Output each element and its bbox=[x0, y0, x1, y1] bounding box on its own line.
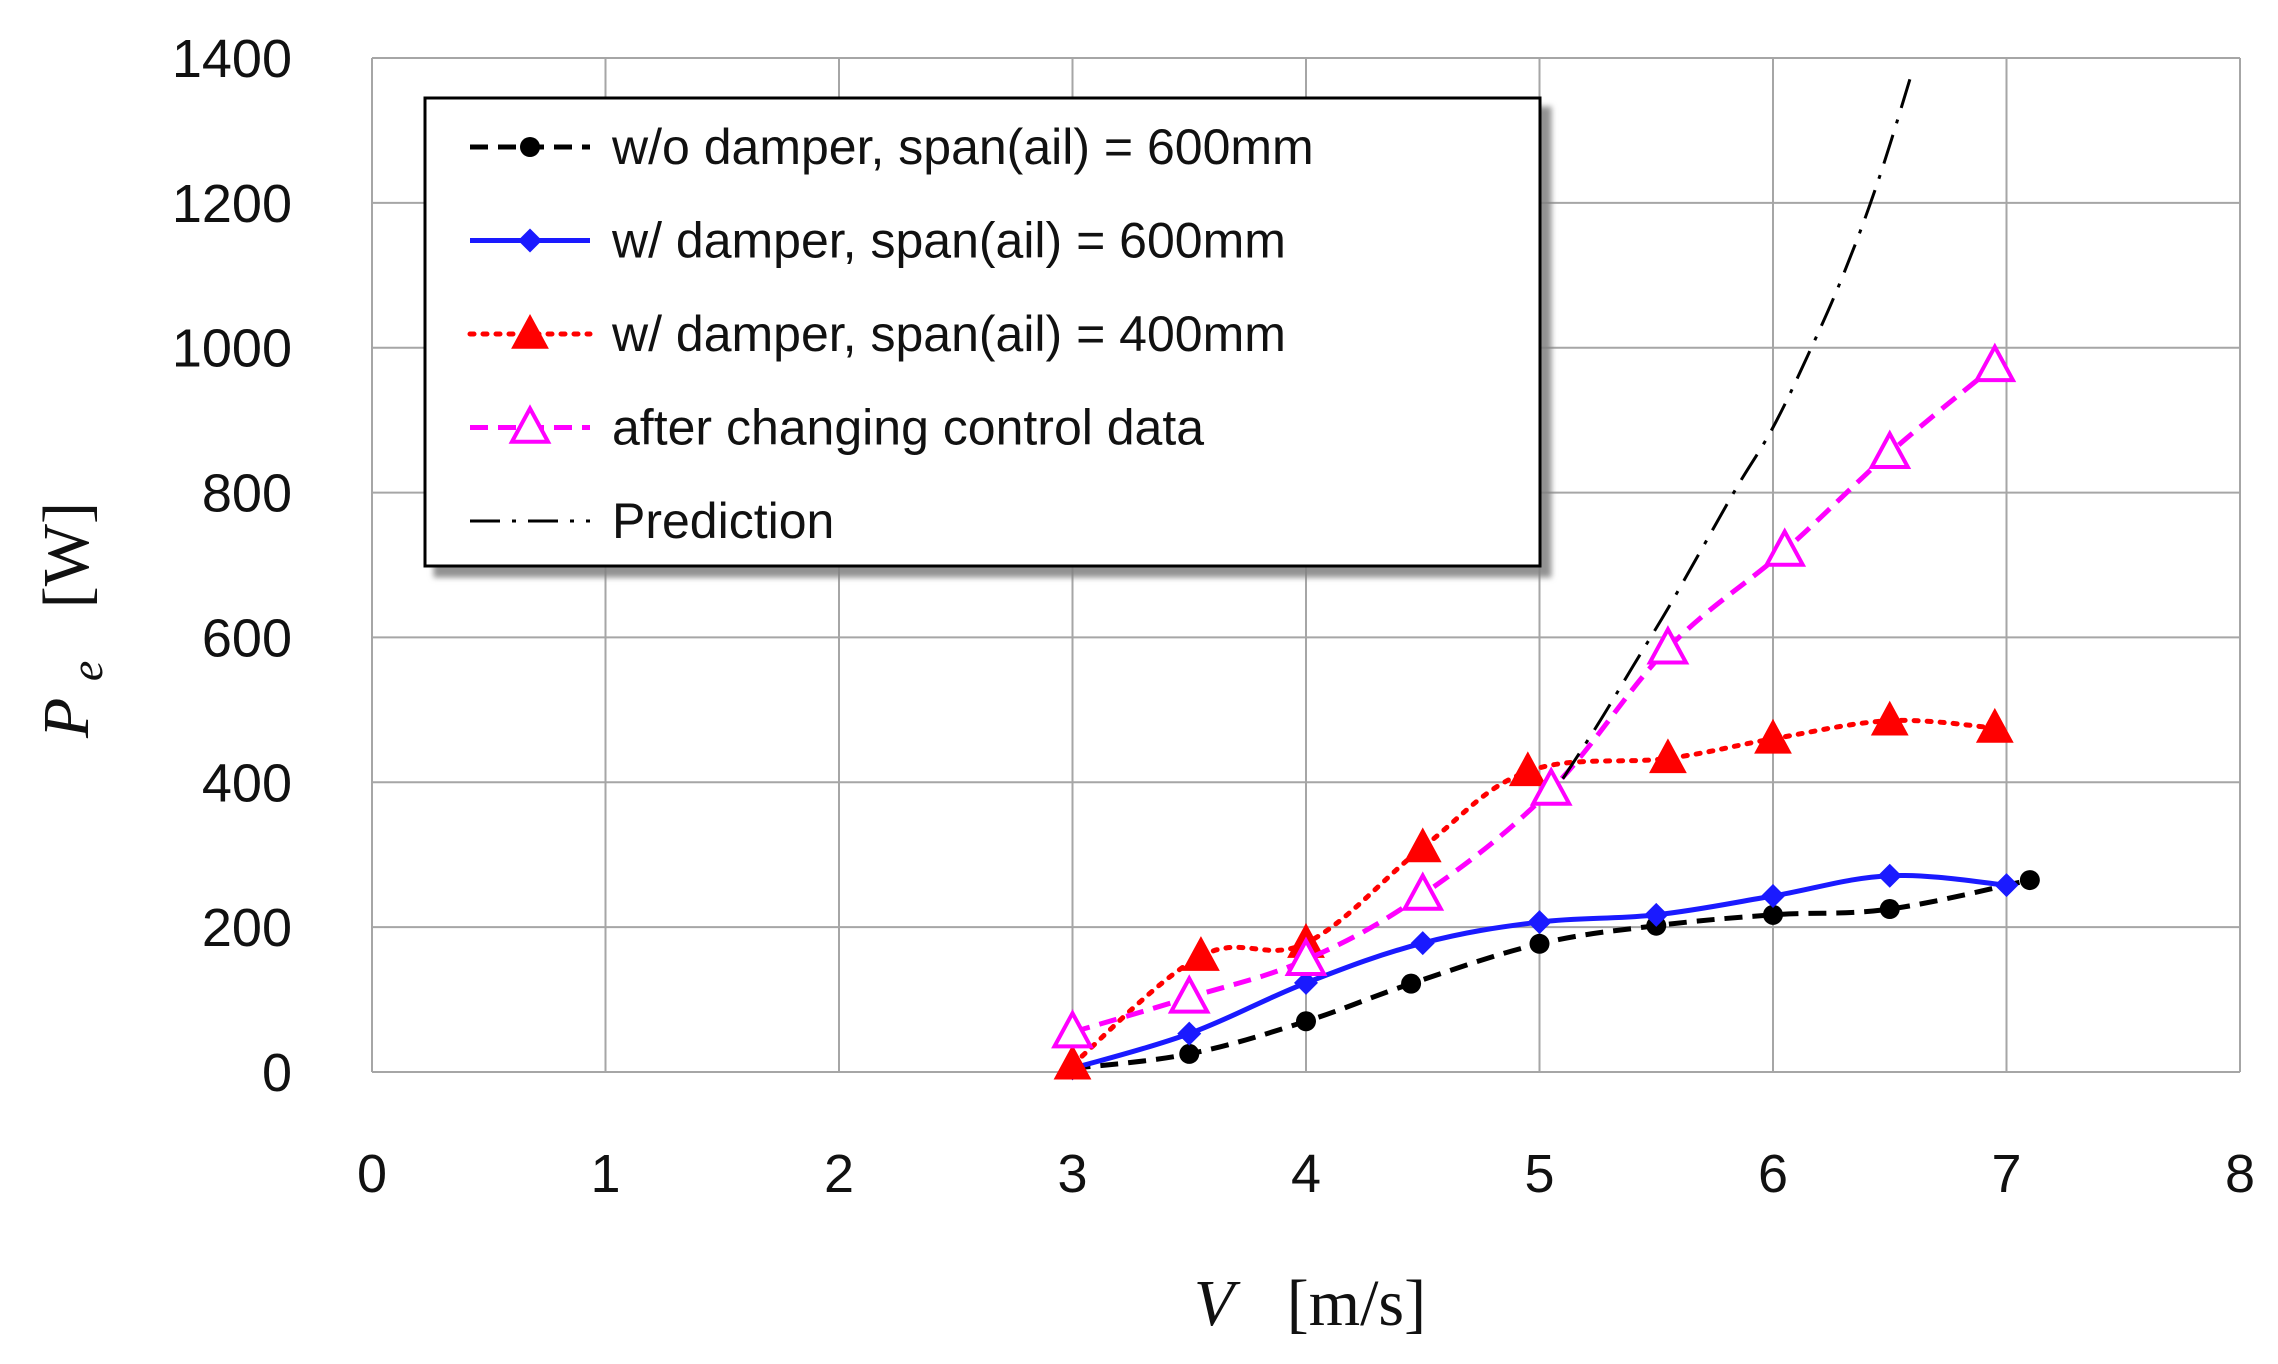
series-0-point-3 bbox=[1401, 973, 1422, 994]
y-axis-unit: [W] bbox=[30, 502, 103, 608]
series-3-point-8 bbox=[1973, 342, 2017, 383]
y-tick-label-1200: 1200 bbox=[172, 174, 292, 234]
series-2-point-8 bbox=[1975, 707, 2014, 743]
legend-label-2: w/ damper, span(ail) = 400mm bbox=[611, 306, 1286, 362]
series-1-point-2 bbox=[1294, 970, 1318, 995]
series-1-point-3 bbox=[1410, 931, 1435, 956]
series-2-point-0 bbox=[1053, 1044, 1092, 1080]
series-2-point-4 bbox=[1508, 751, 1547, 787]
series-4 bbox=[1561, 68, 1915, 780]
series-1-point-5 bbox=[1644, 902, 1669, 927]
series-3-point-1 bbox=[1167, 974, 1211, 1014]
series-2-point-7 bbox=[1870, 700, 1909, 736]
tick-labels: 0 1 2 3 4 5 6 7 8 0 200 400 600 800 1000 1200 1400 bbox=[172, 29, 2255, 1204]
series-3-point-0 bbox=[1051, 1008, 1094, 1049]
series-3-point-2 bbox=[1284, 936, 1328, 976]
series-line-4 bbox=[1561, 68, 1915, 780]
x-tick-label-0: 0 bbox=[357, 1144, 387, 1204]
x-tick-label-4: 4 bbox=[1291, 1144, 1321, 1204]
legend-label-0: w/o damper, span(ail) = 600mm bbox=[611, 119, 1314, 175]
series-2-point-6 bbox=[1754, 718, 1792, 754]
legend-item-4: Prediction bbox=[470, 493, 834, 549]
x-tick-label-6: 6 bbox=[1758, 1144, 1788, 1204]
legend: w/o damper, span(ail) = 600mm w/ damper, … bbox=[423, 96, 1542, 568]
series-2-point-5 bbox=[1649, 738, 1687, 774]
series-0-point-1 bbox=[1179, 1043, 1200, 1064]
series-0-point-8 bbox=[2019, 870, 2040, 891]
series-layer bbox=[1051, 68, 2040, 1081]
legend-marker-1 bbox=[518, 228, 542, 253]
series-3 bbox=[1051, 342, 2017, 1049]
series-3-point-5 bbox=[1646, 625, 1690, 665]
series-0-point-6 bbox=[1763, 904, 1783, 925]
legend-item-0: w/o damper, span(ail) = 600mm bbox=[470, 119, 1314, 175]
series-2-point-1 bbox=[1182, 936, 1220, 971]
legend-marker-0 bbox=[520, 137, 540, 157]
y-tick-label-1400: 1400 bbox=[172, 29, 292, 89]
y-tick-label-800: 800 bbox=[202, 464, 292, 524]
series-line-2 bbox=[1070, 717, 1998, 1068]
y-tick-label-400: 400 bbox=[202, 753, 292, 813]
series-3-point-7 bbox=[1868, 429, 1912, 469]
x-axis-unit: [m/s] bbox=[1287, 1267, 1426, 1340]
legend-marker-2 bbox=[511, 313, 549, 349]
series-1-point-6 bbox=[1761, 883, 1785, 908]
y-tick-label-1000: 1000 bbox=[172, 319, 292, 379]
legend-label-3: after changing control data bbox=[612, 400, 1204, 456]
series-0-point-7 bbox=[1879, 899, 1900, 920]
series-3-point-3 bbox=[1401, 871, 1445, 911]
series-3-point-6 bbox=[1763, 527, 1807, 567]
x-axis-symbol: V bbox=[1194, 1267, 1241, 1340]
y-tick-label-0: 0 bbox=[262, 1043, 292, 1103]
x-tick-label-2: 2 bbox=[824, 1144, 854, 1204]
y-axis-symbol: P bbox=[30, 698, 103, 739]
series-2 bbox=[1053, 700, 2014, 1080]
x-axis-title: V [m/s] bbox=[1194, 1267, 1426, 1340]
series-1 bbox=[1060, 863, 2019, 1081]
x-tick-label-5: 5 bbox=[1524, 1144, 1554, 1204]
legend-box bbox=[423, 96, 1542, 568]
series-1-point-8 bbox=[1994, 873, 2019, 898]
series-0-point-2 bbox=[1296, 1011, 1316, 1032]
series-0-point-4 bbox=[1529, 933, 1550, 954]
legend-marker-3 bbox=[508, 404, 552, 444]
y-axis-subscript: e bbox=[61, 661, 112, 681]
series-1-point-4 bbox=[1527, 910, 1552, 935]
x-tick-label-7: 7 bbox=[1991, 1144, 2021, 1204]
legend-label-1: w/ damper, span(ail) = 600mm bbox=[611, 213, 1286, 269]
series-1-point-1 bbox=[1177, 1021, 1202, 1046]
series-2-point-3 bbox=[1403, 827, 1442, 863]
legend-item-1: w/ damper, span(ail) = 600mm bbox=[470, 213, 1286, 269]
x-tick-label-1: 1 bbox=[590, 1144, 620, 1204]
x-tick-label-8: 8 bbox=[2225, 1144, 2255, 1204]
x-tick-label-3: 3 bbox=[1057, 1144, 1087, 1204]
series-1-point-7 bbox=[1877, 863, 1902, 888]
legend-label-4: Prediction bbox=[612, 493, 834, 549]
y-tick-label-200: 200 bbox=[202, 898, 292, 958]
series-0 bbox=[1062, 870, 2040, 1079]
y-axis-title: P e [W] bbox=[30, 502, 117, 739]
legend-item-2: w/ damper, span(ail) = 400mm bbox=[467, 306, 1286, 362]
legend-item-3: after changing control data bbox=[470, 400, 1204, 456]
y-tick-label-600: 600 bbox=[202, 608, 292, 668]
series-3-point-4 bbox=[1529, 766, 1573, 806]
